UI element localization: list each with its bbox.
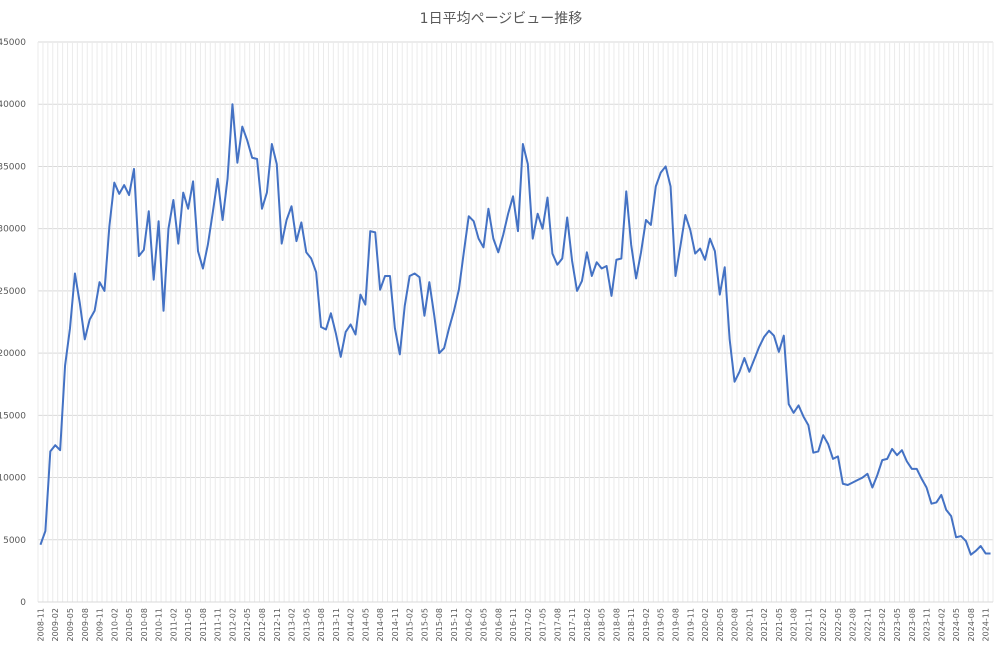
x-tick-label: 2008-11 <box>36 608 45 641</box>
x-tick-label: 2012-11 <box>273 608 282 641</box>
x-tick-label: 2011-11 <box>214 608 223 641</box>
series-line <box>39 103 991 556</box>
x-tick-label: 2011-05 <box>184 608 193 641</box>
x-tick-label: 2019-02 <box>642 608 651 641</box>
x-tick-label: 2020-05 <box>716 608 725 641</box>
x-axis-ticks: 2008-11 2009-02 2009-05 2009-08 2009-11 2010-… <box>36 608 990 641</box>
x-tick-label: 2022-05 <box>834 608 843 641</box>
x-tick-label: 2015-05 <box>420 608 429 641</box>
x-tick-label: 2014-11 <box>391 608 400 641</box>
x-tick-label: 2022-02 <box>819 608 828 641</box>
x-tick-label: 2014-05 <box>361 608 370 641</box>
x-tick-label: 2018-02 <box>583 608 592 641</box>
x-tick-label: 2016-11 <box>509 608 518 641</box>
y-tick-label: 0 <box>20 598 26 608</box>
y-tick-label: 20000 <box>0 349 26 359</box>
x-tick-label: 2022-11 <box>863 608 872 641</box>
x-tick-label: 2018-11 <box>627 608 636 641</box>
x-tick-label: 2016-02 <box>465 608 474 641</box>
x-tick-label: 2018-05 <box>598 608 607 641</box>
x-tick-label: 2011-02 <box>169 608 178 641</box>
x-tick-label: 2013-08 <box>317 608 326 641</box>
x-tick-label: 2014-02 <box>347 608 356 641</box>
x-tick-label: 2015-08 <box>435 608 444 641</box>
chart-title: 1日平均ページビュー推移 <box>419 11 583 27</box>
x-tick-label: 2013-11 <box>332 608 341 641</box>
y-tick-label: 5000 <box>3 536 26 546</box>
x-tick-label: 2023-02 <box>878 608 887 641</box>
x-tick-label: 2009-11 <box>96 608 105 641</box>
x-tick-label: 2012-02 <box>228 608 237 641</box>
x-tick-label: 2015-11 <box>450 608 459 641</box>
x-tick-label: 2019-11 <box>686 608 695 641</box>
x-tick-label: 2021-02 <box>760 608 769 641</box>
x-tick-label: 2023-08 <box>908 608 917 641</box>
x-tick-label: 2012-08 <box>258 608 267 641</box>
x-tick-label: 2013-05 <box>302 608 311 641</box>
x-tick-label: 2019-08 <box>671 608 680 641</box>
x-tick-label: 2010-05 <box>125 608 134 641</box>
y-tick-label: 30000 <box>0 225 26 235</box>
y-tick-label: 45000 <box>0 38 26 48</box>
x-tick-label: 2009-05 <box>66 608 75 641</box>
x-tick-label: 2016-08 <box>494 608 503 641</box>
x-tick-label: 2024-08 <box>967 608 976 641</box>
x-tick-label: 2010-08 <box>140 608 149 641</box>
y-tick-label: 40000 <box>0 100 26 110</box>
x-tick-label: 2017-02 <box>524 608 533 641</box>
x-tick-label: 2020-02 <box>701 608 710 641</box>
x-tick-label: 2024-05 <box>952 608 961 641</box>
x-tick-label: 2020-08 <box>731 608 740 641</box>
x-tick-label: 2021-05 <box>775 608 784 641</box>
x-tick-label: 2022-08 <box>849 608 858 641</box>
x-tick-label: 2021-11 <box>804 608 813 641</box>
x-tick-label: 2017-05 <box>539 608 548 641</box>
x-tick-label: 2015-02 <box>406 608 415 641</box>
y-axis-ticks: 0 5000 10000 15000 20000 25000 30000 35000 40000… <box>0 38 26 608</box>
x-tick-label: 2023-05 <box>893 608 902 641</box>
x-tick-label: 2013-02 <box>288 608 297 641</box>
x-tick-label: 2024-11 <box>982 608 991 641</box>
x-tick-label: 2023-11 <box>923 608 932 641</box>
y-tick-label: 25000 <box>0 287 26 297</box>
gridlines <box>37 41 994 603</box>
x-tick-label: 2018-08 <box>612 608 621 641</box>
x-tick-label: 2010-02 <box>110 608 119 641</box>
x-tick-label: 2020-11 <box>745 608 754 641</box>
x-tick-label: 2010-11 <box>155 608 164 641</box>
x-tick-label: 2011-08 <box>199 608 208 641</box>
x-tick-label: 2012-05 <box>243 608 252 641</box>
x-tick-label: 2014-08 <box>376 608 385 641</box>
x-tick-label: 2024-02 <box>937 608 946 641</box>
x-tick-label: 2009-08 <box>81 608 90 641</box>
x-tick-label: 2016-05 <box>480 608 489 641</box>
y-tick-label: 35000 <box>0 162 26 172</box>
x-tick-label: 2017-11 <box>568 608 577 641</box>
x-tick-label: 2009-02 <box>51 608 60 641</box>
y-tick-label: 15000 <box>0 411 26 421</box>
x-tick-label: 2021-08 <box>790 608 799 641</box>
x-tick-label: 2019-05 <box>657 608 666 641</box>
x-tick-label: 2017-08 <box>553 608 562 641</box>
y-tick-label: 10000 <box>0 474 26 484</box>
